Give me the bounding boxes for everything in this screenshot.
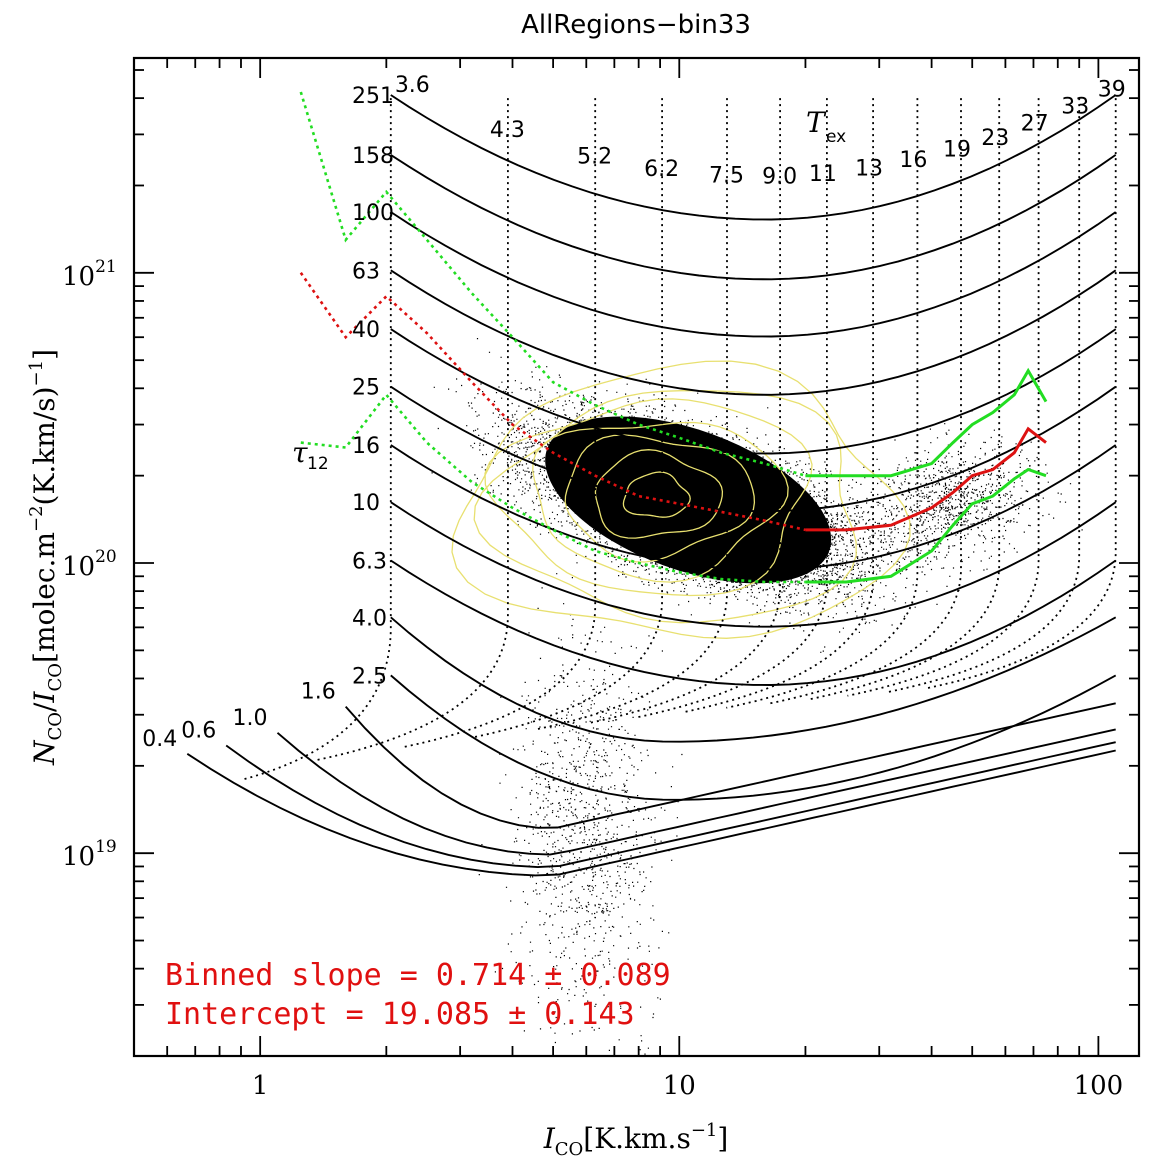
lower-bound-curve-solid (805, 467, 1047, 584)
y-tick-label: 1019 (62, 837, 117, 872)
tau-label: 25 (352, 376, 380, 401)
tau-curve (390, 328, 1117, 455)
tex-subscript: ex (826, 127, 846, 147)
tex-line (316, 98, 509, 761)
tau-label: 1.0 (233, 706, 268, 731)
tau-label: 63 (352, 259, 380, 284)
tex-line (924, 98, 1117, 690)
tex-label: 4.3 (490, 118, 525, 143)
tau-label: 16 (352, 434, 380, 459)
tau-curve (390, 269, 1117, 396)
tau-curve (186, 749, 1116, 877)
y-tick-label: 1021 (62, 257, 117, 292)
tex-line (470, 98, 663, 739)
tex-label: 9.0 (762, 164, 797, 189)
tex-label: 39 (1098, 78, 1126, 103)
tau-grid-lines (186, 94, 1117, 877)
median-curve-dotted (299, 272, 806, 532)
tau-label: 0.4 (142, 727, 177, 752)
tex-label: 3.6 (395, 73, 430, 98)
tau-label: 10 (352, 491, 380, 516)
tex-line (403, 98, 597, 748)
tex-label: 19 (943, 137, 971, 162)
tau-label: 100 (352, 201, 394, 226)
tau-curve (276, 728, 1116, 856)
tau-curve (225, 741, 1116, 869)
scatter-cloud (431, 338, 1083, 1055)
tau-label: 40 (352, 318, 380, 343)
scatter-points (431, 338, 1083, 1055)
density-contour (473, 390, 857, 624)
grid-labels: 251 158 100 63 40 25 16 10 6.3 4.0 2.5 1.6 1.0 0.60.4… (142, 73, 1125, 752)
density-contour (564, 434, 756, 563)
axis-tick-labels: 1 10 100 1019 1020 1021 (62, 257, 1123, 1101)
tex-line (887, 98, 1081, 693)
tex-label: 5.2 (577, 144, 612, 169)
tex-symbol: T (806, 106, 827, 139)
tau-curve (390, 616, 1117, 743)
axis-ticks (133, 58, 1139, 1057)
tex-line (847, 98, 1040, 697)
tau-subscript: 12 (307, 454, 329, 474)
tex-label: 23 (981, 126, 1009, 151)
plot-frame (132, 56, 1141, 1058)
tau-curve (390, 154, 1117, 281)
tau-label: 1.6 (301, 680, 336, 705)
chart-title: AllRegions−bin33 (521, 10, 751, 40)
tex-label: 6.2 (644, 157, 679, 182)
tex-label: 13 (855, 156, 883, 181)
tau-curve (390, 559, 1117, 686)
y-axis-label: NCO/ICO[molec.m−2(K.km/s)−1] (26, 349, 66, 766)
intercept-annotation: Intercept = 19.085 ± 0.143 (165, 997, 635, 1032)
tex-line (681, 98, 874, 714)
tau-label: 0.6 (181, 719, 216, 744)
tau-curve (390, 94, 1117, 221)
tau-label: 6.3 (352, 550, 387, 575)
tex-line (726, 98, 919, 709)
tex-label: 27 (1021, 112, 1049, 137)
tex-line (240, 98, 392, 781)
lower-bound-curve-dotted (300, 392, 806, 584)
x-tick-label: 10 (663, 1071, 696, 1101)
tau-label: 4.0 (352, 606, 387, 631)
binned-curves (299, 91, 1048, 584)
tau-curve (390, 385, 1117, 513)
scatter-core (545, 416, 832, 584)
x-tick-label: 100 (1074, 1071, 1124, 1101)
tau-curve (390, 211, 1117, 338)
upper-bound-curve-dotted (299, 91, 806, 477)
tex-grid-lines (240, 98, 1117, 781)
slope-annotation: Binned slope = 0.714 ± 0.089 (165, 958, 671, 993)
tau-label: 251 (352, 84, 394, 109)
tex-label: 11 (809, 162, 837, 187)
tex-line (635, 98, 828, 719)
tex-label: 16 (899, 148, 927, 173)
tex-label: 33 (1061, 95, 1089, 120)
tau-curve (390, 501, 1117, 628)
x-axis-label: ICO[K.km.s−1] (543, 1120, 729, 1160)
density-contour (532, 421, 789, 583)
x-tick-label: 1 (252, 1071, 269, 1101)
density-contour (484, 398, 813, 597)
median-curve-solid (805, 426, 1047, 532)
tau-symbol: τ (292, 436, 308, 469)
tex-line (588, 98, 781, 724)
density-contour (622, 471, 691, 518)
tex-line (535, 98, 728, 731)
tau-label: 158 (352, 144, 394, 169)
tau-label: 2.5 (352, 664, 387, 689)
tex-line (807, 98, 1001, 701)
tau-curve (344, 702, 1116, 829)
tau-curve (390, 444, 1117, 571)
tau-curve (390, 674, 1117, 801)
tex-label: 7.5 (709, 164, 744, 189)
tex-line (769, 98, 962, 705)
y-tick-label: 1020 (62, 547, 117, 582)
upper-bound-curve-solid (805, 367, 1048, 478)
